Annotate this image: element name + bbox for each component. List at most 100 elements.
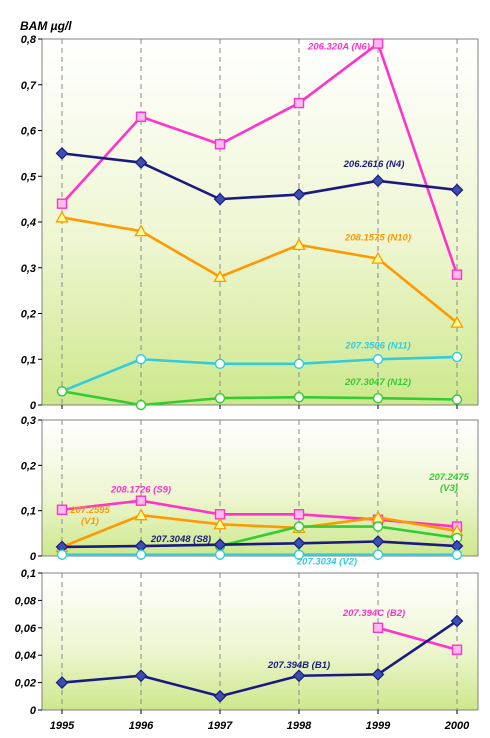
series-label: 207.2595 [69,505,110,516]
y-tick-label: 0 [30,551,37,563]
data-point [451,351,463,363]
y-tick-label: 0,02 [15,678,36,690]
series-207-394c-b2 [372,622,463,655]
data-point [135,399,147,411]
data-point [214,549,226,560]
series-line [61,619,458,698]
y-axis-label: BAM µg/l [20,19,72,33]
series-line [219,525,458,548]
y-tick-label: 0,04 [15,650,36,662]
x-tick-label: 2000 [444,720,470,732]
x-tick-label: 1997 [208,720,233,732]
data-point [135,549,147,560]
plot-area [41,419,479,557]
series-label: (V1) [81,516,99,527]
y-tick-label: 0,3 [21,415,36,427]
data-point [55,210,69,223]
data-point [213,517,227,530]
series-label: (V3) [440,483,458,494]
y-tick-label: 0,4 [21,217,36,229]
data-point [213,192,227,206]
data-point [214,392,226,404]
chart-panel-2: 0 0,1 0,2 0,3 208.1726 (S9)207.2595(V1) 207.2… [21,415,479,568]
series-label: 208.1575 (N10) [344,233,411,244]
data-point [293,549,305,560]
series-206-2616-n4 [55,147,464,206]
data-point [372,549,384,560]
series-label: 207.3034 (V2) [296,557,357,568]
data-point [292,536,306,550]
x-tick-label: 1998 [287,720,312,732]
series-line [61,540,458,549]
data-point [292,188,306,201]
data-point [134,669,148,683]
data-point [372,622,384,633]
data-point [55,147,69,160]
data-point [372,38,384,49]
series-207-3047-n12 [56,386,463,411]
y-tick-label: 0,2 [21,460,36,472]
x-tick-label: 1996 [129,720,154,732]
series-line [61,42,459,276]
data-point [451,269,463,280]
series-line [61,216,458,324]
y-tick-label: 0,6 [21,126,37,138]
data-point [293,97,305,109]
data-point [450,315,464,328]
data-point [372,392,384,404]
y-tick-label: 0 [30,400,37,412]
data-point [135,111,147,122]
plot-area [41,572,479,711]
data-point [56,198,68,209]
series-line [61,152,458,201]
data-point [56,549,68,560]
series-207-394b-b1 [55,614,464,703]
y-tick-label: 0 [30,705,37,717]
data-point [371,174,385,188]
series-label: 207.3047 (N12) [344,377,411,388]
data-point [135,354,147,365]
series-line [61,355,458,393]
series-label: 207.394B (B1) [267,660,330,671]
data-point [451,549,463,560]
y-tick-label: 0,5 [21,171,37,183]
data-point [134,224,148,237]
data-point [372,354,384,365]
data-point [451,394,463,405]
data-point [451,644,463,655]
series-label: 207.394C (B2) [342,608,405,619]
series-label: 207.2475 [428,472,469,483]
data-point [450,183,464,197]
y-tick-label: 0,06 [15,623,37,635]
data-point [214,358,226,370]
y-tick-label: 0,2 [21,309,36,321]
series-label: 206.320A (N6) [307,42,370,53]
series-207-3034-v2 [56,549,463,560]
plot-area [41,38,479,406]
data-point [56,386,68,397]
data-point [293,392,305,403]
data-point [372,521,384,532]
x-tick-label: 1995 [50,720,75,732]
y-tick-label: 0,1 [21,506,36,518]
series-label: 207.3506 (N11) [344,340,410,351]
series-label: 207.3048 (S8) [150,534,211,545]
data-point [292,238,306,251]
series-208-1575-n10 [55,210,464,328]
y-tick-label: 0,1 [21,354,36,366]
y-tick-label: 0,3 [21,263,36,275]
data-point [214,139,226,150]
data-point [56,504,68,515]
series-207-3048-s8 [55,535,464,554]
series-line [61,513,458,549]
series-line [377,626,458,651]
data-point [293,521,305,532]
data-point [293,509,305,520]
data-point [371,535,385,548]
data-point [213,689,227,703]
data-point [371,668,385,681]
y-tick-label: 0,7 [21,80,37,92]
chart-panel-3: 0 0,02 0,04 0,06 0,08 0,1 207.394C (B2) 207.394… [15,568,479,732]
